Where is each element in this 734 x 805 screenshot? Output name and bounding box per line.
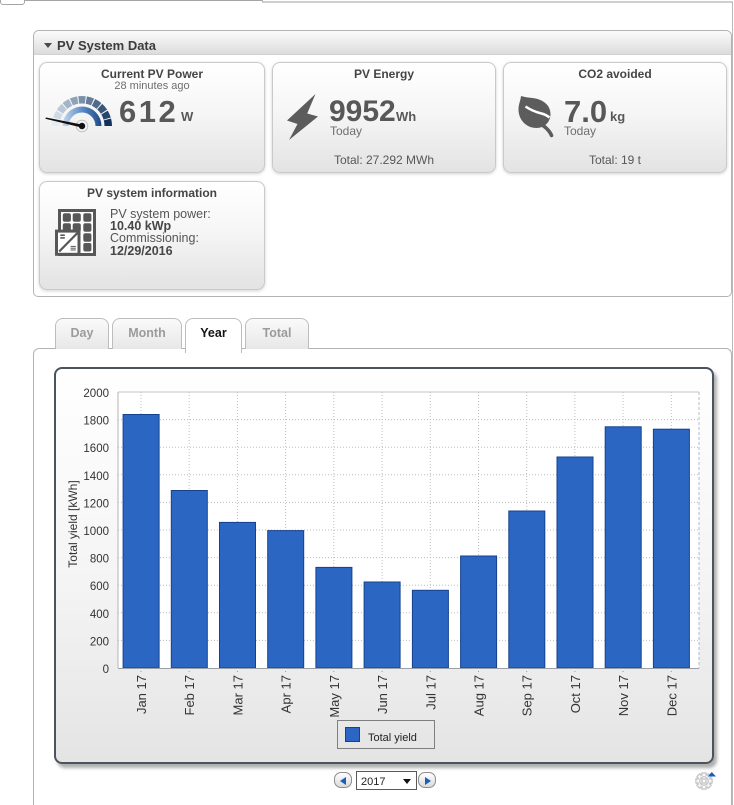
svg-text:Nov 17: Nov 17: [616, 675, 631, 716]
svg-text:1200: 1200: [83, 498, 109, 510]
svg-text:1400: 1400: [83, 471, 109, 483]
svg-text:800: 800: [90, 554, 109, 566]
svg-text:Jun 17: Jun 17: [375, 675, 390, 714]
svg-text:Aug 17: Aug 17: [472, 675, 487, 716]
svg-text:Dec 17: Dec 17: [664, 675, 679, 716]
svg-text:Jan 17: Jan 17: [134, 675, 149, 714]
svg-text:1000: 1000: [83, 526, 109, 538]
svg-text:Feb 17: Feb 17: [182, 675, 197, 715]
svg-text:600: 600: [90, 581, 109, 593]
svg-text:Oct 17: Oct 17: [568, 675, 583, 713]
svg-text:200: 200: [90, 636, 109, 648]
svg-text:May 17: May 17: [327, 675, 342, 718]
svg-text:Total yield [kWh]: Total yield [kWh]: [66, 480, 80, 567]
svg-text:1600: 1600: [83, 443, 109, 455]
svg-text:Total yield: Total yield: [368, 732, 417, 744]
svg-text:400: 400: [90, 609, 109, 621]
svg-text:1800: 1800: [83, 416, 109, 428]
svg-text:Mar 17: Mar 17: [230, 675, 245, 715]
svg-text:Apr 17: Apr 17: [279, 675, 294, 713]
svg-text:2000: 2000: [83, 388, 109, 400]
svg-text:0: 0: [103, 664, 109, 676]
svg-text:Jul 17: Jul 17: [423, 675, 438, 710]
svg-text:Sep 17: Sep 17: [520, 675, 535, 716]
